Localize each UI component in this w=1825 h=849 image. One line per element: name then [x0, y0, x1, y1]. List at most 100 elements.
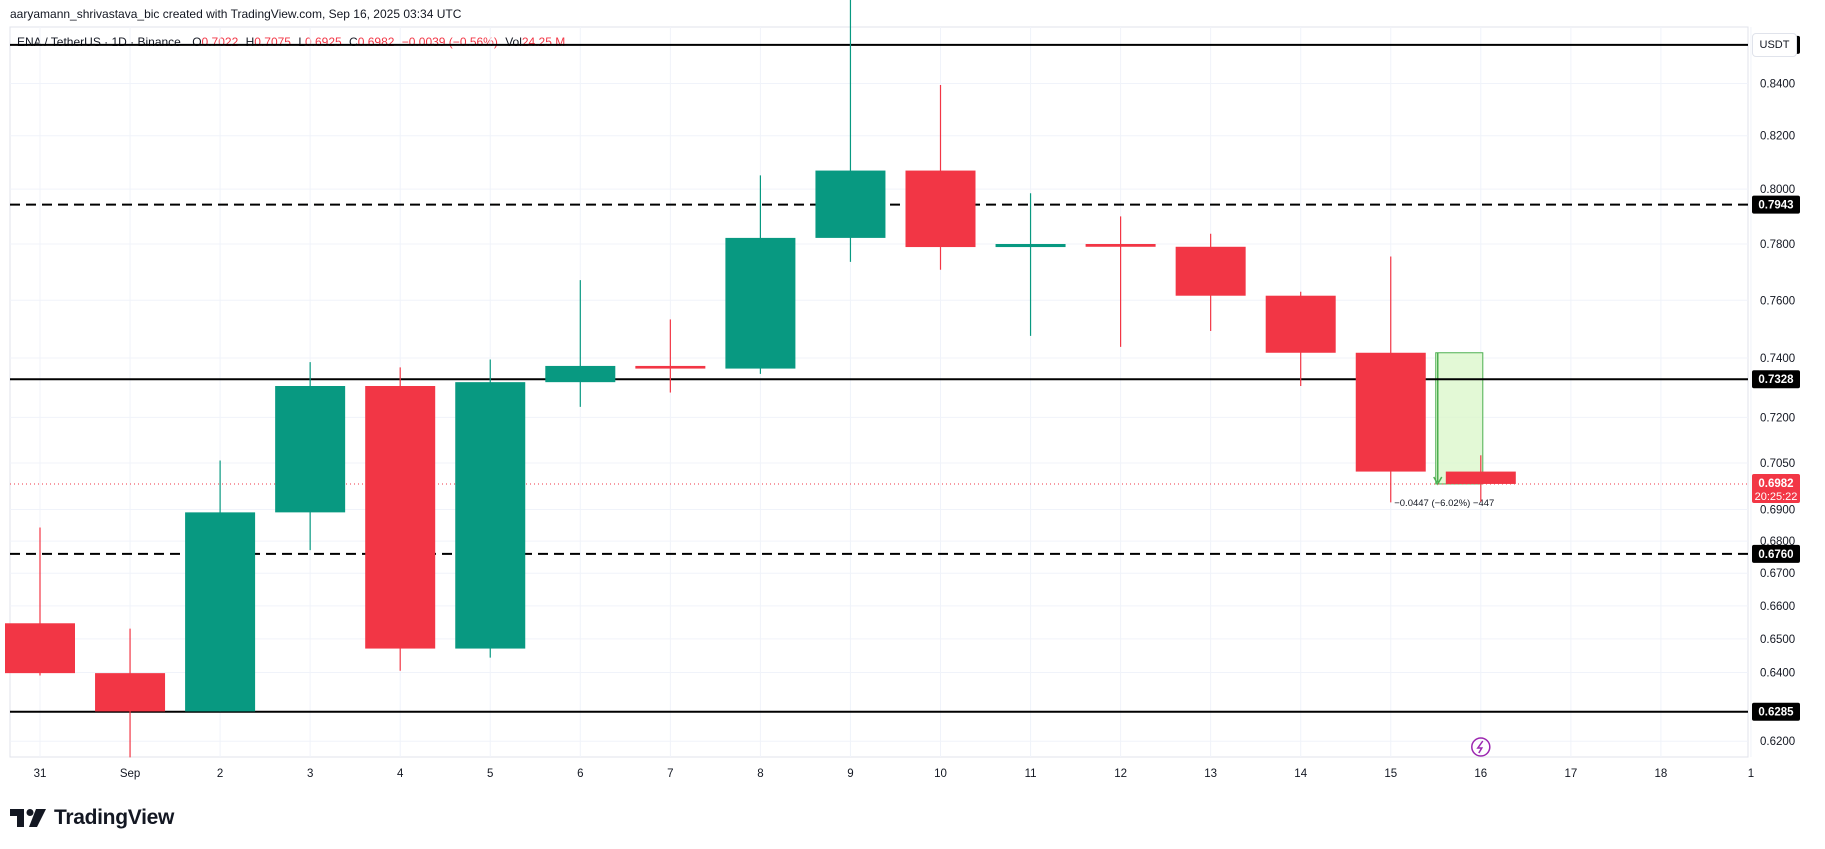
candle-body: [1175, 246, 1246, 296]
brand-name: TradingView: [54, 806, 175, 829]
tradingview-logo-icon: [10, 809, 46, 827]
y-tick-label: 0.6700: [1760, 568, 1795, 580]
candle: [1085, 216, 1156, 347]
y-tick-label: 0.8000: [1760, 184, 1795, 196]
candle: [1265, 291, 1336, 387]
time-axis: 31 Sep 2 3 4 5 6 7 8 9 10 11 12 13 14 15 16 17 18 1: [34, 737, 1754, 780]
plot-border: [9, 26, 1749, 758]
candle-body: [995, 244, 1066, 248]
x-tick-label: 17: [1564, 768, 1577, 780]
candles: [5, 0, 1516, 758]
candle: [635, 319, 706, 393]
last-price-label: 0.6982: [1758, 478, 1793, 490]
candle: [545, 280, 616, 407]
candle: [1175, 233, 1246, 331]
candle-body: [275, 386, 346, 513]
candle-body: [635, 365, 706, 369]
x-tick-label: 8: [757, 768, 763, 780]
y-tick-label: 0.6900: [1760, 505, 1795, 517]
low-label: L: [298, 35, 305, 49]
candle: [95, 628, 166, 758]
x-tick-label: Sep: [120, 768, 140, 780]
currency-selector[interactable]: USDT: [1752, 33, 1797, 57]
candle-body: [905, 170, 976, 248]
candle: [1355, 256, 1426, 503]
chart-credit: aaryamann_shrivastava_bic created with T…: [10, 7, 462, 21]
candle-body: [5, 623, 75, 674]
candle-body: [185, 512, 256, 712]
x-tick-label: 1: [1748, 768, 1754, 780]
candle-body: [455, 382, 526, 649]
y-tick-label: 0.6400: [1760, 667, 1795, 679]
x-tick-label: 9: [847, 768, 853, 780]
measure-label: −0.0447 (−6.02%) −447: [1394, 498, 1494, 509]
level-tag-label: 0.6285: [1758, 707, 1794, 719]
replay-icon-ring: [1471, 737, 1491, 757]
grid-layer: [9, 26, 1752, 758]
price-axis: 0.8400 0.8200 0.8000 0.7800 0.7600 0.7400 0.72…: [1752, 35, 1800, 748]
x-tick-label: 2: [217, 768, 223, 780]
x-tick-label: 31: [34, 768, 47, 780]
x-tick-label: 16: [1474, 768, 1487, 780]
y-tick-label: 0.7200: [1760, 412, 1795, 424]
last-price-tag: [1752, 473, 1800, 503]
x-tick-label: 12: [1114, 768, 1127, 780]
candle: [275, 362, 346, 551]
x-tick-label: 15: [1384, 768, 1397, 780]
level-tag-label: 0.7328: [1758, 374, 1794, 386]
candle: [905, 85, 976, 270]
level-tag-label: 0.6760: [1758, 549, 1793, 561]
y-tick-label: 0.8400: [1760, 78, 1795, 90]
level-tag: [1752, 702, 1800, 721]
level-lines: [10, 43, 1748, 713]
y-tick-label: 0.7050: [1760, 458, 1795, 470]
candle-body: [1085, 244, 1156, 247]
countdown-label: 20:25:22: [1755, 491, 1798, 503]
y-tick-label: 0.7800: [1760, 239, 1795, 251]
level-tag: [1752, 544, 1800, 563]
y-tick-label: 0.7400: [1760, 353, 1795, 365]
candle-body: [1355, 352, 1426, 472]
x-tick-label: 4: [397, 768, 404, 780]
x-tick-label: 6: [577, 768, 583, 780]
candle-body: [815, 170, 886, 238]
close-label: C: [349, 35, 358, 49]
candle-body: [1445, 471, 1516, 484]
candle: [995, 193, 1066, 336]
candle-body: [725, 237, 796, 369]
level-tag: [1752, 370, 1800, 389]
open-label: O: [192, 35, 202, 49]
candle: [365, 367, 436, 671]
y-tick-label: 0.8200: [1760, 131, 1795, 143]
x-tick-label: 14: [1294, 768, 1307, 780]
candle-body: [95, 673, 166, 712]
x-tick-label: 13: [1204, 768, 1217, 780]
y-tick-label: 0.6500: [1760, 634, 1795, 646]
candle-body: [1265, 295, 1336, 353]
level-tag: [1752, 195, 1800, 214]
x-tick-label: 7: [667, 768, 673, 780]
high-label: H: [245, 35, 255, 49]
candle-body: [545, 365, 616, 383]
x-tick-label: 5: [487, 768, 493, 780]
measure-arrowhead: [1433, 476, 1443, 486]
level-tag-label: 0.7943: [1758, 200, 1793, 212]
candle: [1445, 455, 1516, 502]
candle: [815, 0, 886, 262]
candle-body: [365, 386, 436, 649]
x-tick-label: 10: [934, 768, 947, 780]
x-tick-label: 3: [307, 768, 313, 780]
tradingview-brand[interactable]: TradingView: [10, 806, 174, 830]
x-tick-label: 18: [1655, 768, 1668, 780]
y-tick-label: 0.7600: [1760, 295, 1795, 307]
candle: [5, 527, 75, 676]
x-tick-label: 11: [1025, 768, 1037, 780]
y-tick-label: 0.6200: [1760, 736, 1795, 748]
candle: [725, 175, 796, 374]
measure-tool: −0.0447 (−6.02%) −447: [1394, 352, 1494, 509]
candle: [185, 460, 256, 712]
candle: [455, 359, 526, 658]
measure-box: [1435, 352, 1484, 485]
y-tick-label: 0.6600: [1760, 601, 1795, 613]
